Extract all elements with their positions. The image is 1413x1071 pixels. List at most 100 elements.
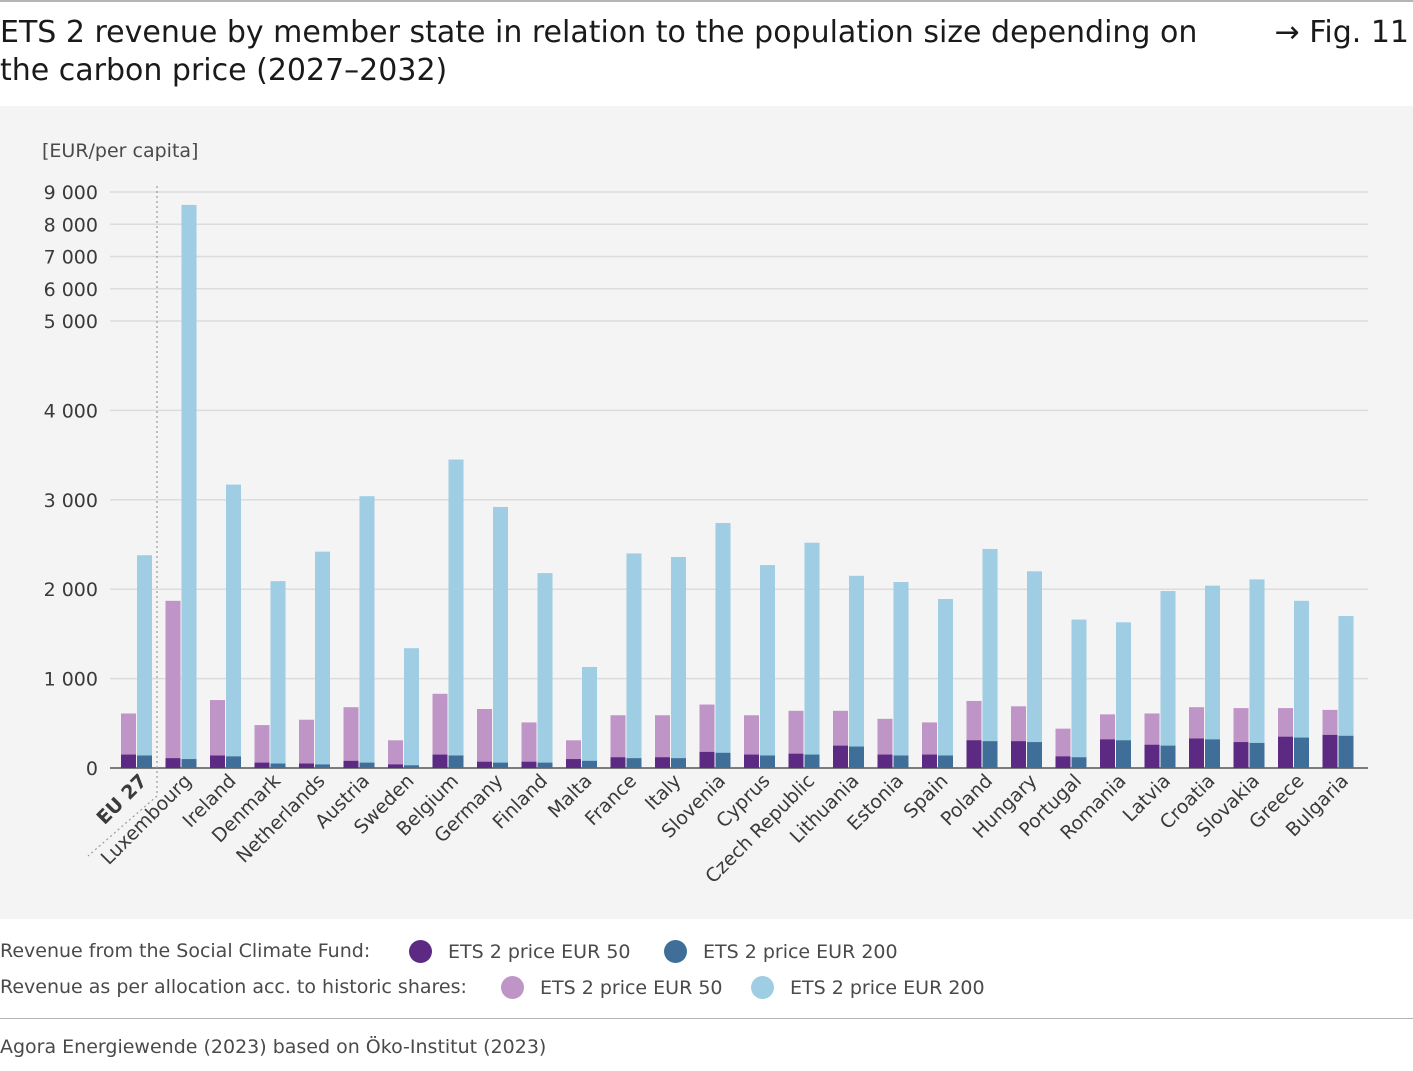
- bar-scf-50: [521, 761, 537, 768]
- bar-hist-200: [804, 542, 820, 768]
- bar-scf-50: [1278, 736, 1293, 768]
- legend-item-scf-200: ETS 2 price EUR 200: [664, 940, 898, 963]
- bar-scf-200: [804, 754, 820, 768]
- bar-scf-200: [1160, 745, 1176, 768]
- bar-scf-50: [744, 754, 759, 768]
- bar-hist-50: [121, 713, 136, 768]
- y-tick-label: 5 000: [44, 311, 98, 333]
- legend-dot-scf-200: [664, 940, 687, 963]
- bar-hist-50: [655, 715, 670, 768]
- bottom-rule: [0, 1018, 1413, 1019]
- bar-scf-50: [877, 754, 893, 768]
- bar-scf-50: [1011, 741, 1026, 768]
- y-tick-label: 0: [86, 758, 98, 780]
- bar-hist-200: [582, 666, 597, 768]
- bar-scf-200: [1249, 742, 1265, 768]
- bar-scf-200: [715, 752, 731, 768]
- bar-hist-200: [1338, 616, 1354, 768]
- legend-label-scf-200: ETS 2 price EUR 200: [703, 940, 898, 963]
- bar-hist-200: [404, 648, 419, 768]
- bar-hist-50: [521, 722, 537, 768]
- bar-scf-50: [1233, 742, 1249, 768]
- bar-hist-50: [299, 719, 314, 768]
- bar-scf-50: [1322, 734, 1338, 768]
- legend-label-scf-50: ETS 2 price EUR 50: [448, 940, 631, 963]
- bar-scf-200: [1338, 735, 1354, 768]
- bar-scf-50: [477, 761, 492, 768]
- bar-scf-50: [699, 751, 715, 768]
- bar-hist-200: [1294, 600, 1309, 768]
- bar-hist-200: [715, 523, 731, 768]
- bar-hist-200: [1071, 619, 1087, 768]
- bar-scf-50: [299, 763, 314, 768]
- bar-scf-50: [566, 759, 581, 768]
- legend-dot-hist-200: [751, 976, 774, 999]
- bar-hist-200: [1249, 579, 1265, 768]
- bar-scf-200: [493, 762, 508, 768]
- bar-hist-50: [210, 700, 225, 768]
- legend-item-hist-50: ETS 2 price EUR 50: [501, 976, 723, 999]
- bar-hist-200: [448, 459, 464, 768]
- bar-hist-200: [760, 565, 775, 768]
- bar-scf-200: [448, 755, 464, 768]
- bar-scf-200: [226, 756, 241, 768]
- y-tick-label: 4 000: [44, 400, 98, 422]
- bar-scf-50: [432, 754, 448, 768]
- bar-hist-200: [626, 553, 642, 768]
- bar-hist-200: [1116, 622, 1131, 768]
- bar-scf-200: [671, 758, 686, 768]
- bar-scf-50: [788, 753, 804, 768]
- bar-scf-50: [121, 754, 136, 768]
- legend-item-scf-50: ETS 2 price EUR 50: [409, 940, 631, 963]
- legend-dot-scf-50: [409, 940, 432, 963]
- bar-scf-50: [254, 762, 270, 768]
- bar-scf-50: [1189, 738, 1204, 768]
- bar-hist-200: [137, 555, 152, 768]
- bar-scf-50: [343, 760, 359, 768]
- bar-hist-200: [270, 581, 286, 768]
- bar-scf-50: [1100, 739, 1115, 768]
- legend-group-label-scf: Revenue from the Social Climate Fund:: [0, 940, 371, 962]
- bar-scf-200: [982, 741, 998, 768]
- bar-scf-200: [181, 759, 197, 768]
- bar-scf-200: [1116, 740, 1131, 768]
- bar-scf-200: [582, 760, 597, 768]
- y-tick-label: 9 000: [44, 182, 98, 204]
- bar-scf-50: [165, 758, 181, 768]
- y-tick-label: 3 000: [44, 490, 98, 512]
- bar-hist-200: [315, 551, 330, 768]
- legend-label-hist-200: ETS 2 price EUR 200: [790, 976, 985, 999]
- legend-group-label-historic: Revenue as per allocation acc. to histor…: [0, 976, 467, 998]
- bar-hist-200: [938, 599, 953, 768]
- bar-hist-50: [254, 725, 270, 768]
- bar-hist-200: [671, 557, 686, 768]
- bar-hist-50: [477, 708, 492, 768]
- bar-hist-50: [432, 693, 448, 768]
- bar-scf-200: [1071, 757, 1087, 768]
- bar-hist-200: [982, 548, 998, 768]
- bar-scf-200: [137, 755, 152, 768]
- y-axis-unit-label: [EUR/per capita]: [42, 140, 199, 162]
- source-note: Agora Energiewende (2023) based on Öko-I…: [0, 1036, 547, 1058]
- bar-scf-200: [893, 755, 909, 768]
- bar-scf-200: [760, 755, 775, 768]
- bar-scf-200: [537, 762, 553, 768]
- bar-scf-50: [833, 745, 848, 768]
- bar-hist-50: [165, 600, 181, 768]
- top-rule: [0, 0, 1413, 2]
- bar-hist-200: [537, 573, 553, 768]
- bar-scf-50: [922, 754, 937, 768]
- bar-scf-50: [1144, 744, 1160, 768]
- figure-reference: → Fig. 11: [1274, 15, 1409, 50]
- y-tick-label: 8 000: [44, 214, 98, 236]
- bar-scf-200: [938, 755, 953, 768]
- bar-hist-50: [388, 740, 403, 768]
- bar-hist-200: [1027, 571, 1042, 768]
- bar-scf-200: [1294, 737, 1309, 768]
- y-tick-label: 6 000: [44, 279, 98, 301]
- bar-scf-50: [966, 740, 982, 768]
- bar-hist-200: [1160, 590, 1176, 768]
- bar-chart: 0 1 000 2 000 3 000 4 000 5 000 6 000 7 000 8 00…: [44, 182, 1368, 888]
- bar-scf-50: [210, 755, 225, 768]
- bar-scf-50: [1055, 756, 1071, 768]
